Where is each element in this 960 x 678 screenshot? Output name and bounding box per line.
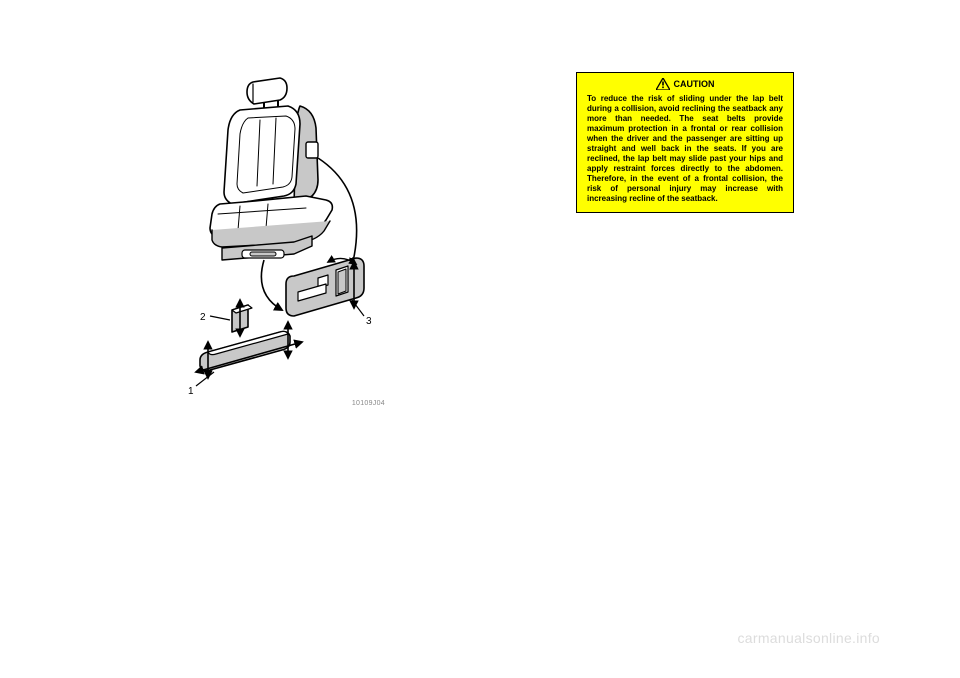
seat-diagram: 2 1 3 10109J04 [168, 72, 390, 410]
diagram-label-2: 2 [200, 312, 206, 323]
caution-body: To reduce the risk of sliding under the … [577, 92, 793, 212]
caution-box: CAUTION To reduce the risk of sliding un… [576, 72, 794, 213]
diagram-code: 10109J04 [352, 400, 385, 407]
diagram-label-1: 1 [188, 386, 194, 397]
caution-title-row: CAUTION [577, 73, 793, 92]
caution-title-text: CAUTION [674, 79, 715, 89]
page: 2 1 3 10109J04 CAUTION To reduce the ris… [0, 0, 960, 678]
diagram-label-3: 3 [366, 316, 372, 327]
warning-icon [656, 78, 670, 90]
seat-diagram-svg: 2 1 3 [168, 72, 390, 410]
watermark: carmanualsonline.info [738, 630, 881, 646]
